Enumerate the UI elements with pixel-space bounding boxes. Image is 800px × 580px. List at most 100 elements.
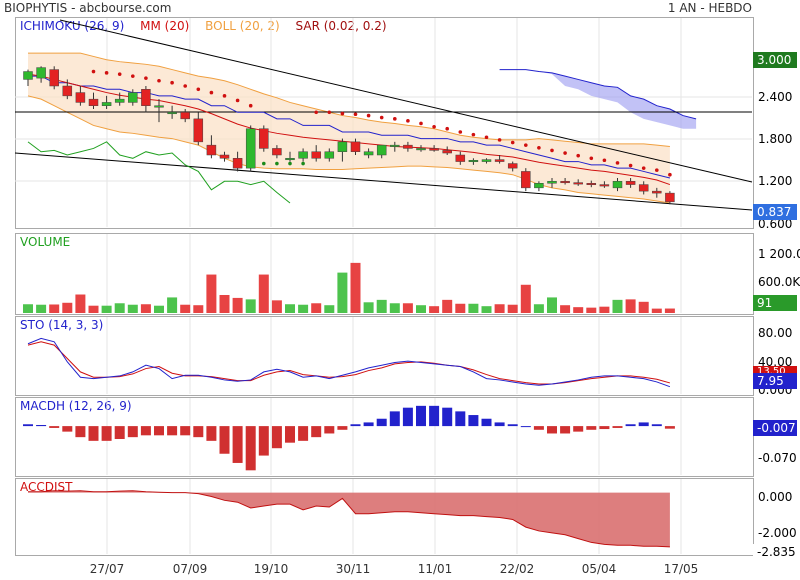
macd-bar — [127, 426, 138, 438]
sar-dot — [353, 112, 358, 117]
candle-body — [481, 159, 492, 162]
volume-bar — [154, 305, 164, 313]
sto-tick: 80.00 — [758, 326, 793, 340]
x-tick: 11/01 — [417, 562, 453, 576]
sar-dot — [275, 161, 279, 166]
chart-header: BIOPHYTIS - abcbourse.com 1 AN - HEBDO — [0, 0, 800, 18]
price-tick: 2.400 — [758, 90, 793, 104]
volume-bar — [114, 303, 125, 313]
candle-body — [88, 98, 99, 106]
candle-body — [390, 144, 400, 147]
sar-dot — [615, 161, 620, 165]
candle-body — [638, 184, 649, 192]
volume-bar — [311, 303, 322, 313]
support-trendline — [14, 152, 753, 211]
candle-body — [573, 182, 583, 185]
sar-dot — [668, 172, 672, 177]
sar-dot — [340, 111, 345, 116]
sar-dot — [589, 156, 594, 161]
sto-title: STO (14, 3, 3) — [20, 318, 104, 332]
sar-dot — [563, 151, 567, 155]
macd-bar — [114, 426, 125, 439]
sar-dot — [366, 113, 371, 118]
sto-k-badge: 7.95 — [753, 373, 797, 389]
volume-bar — [573, 307, 584, 313]
macd-bar — [167, 426, 178, 436]
macd-bar — [664, 426, 675, 429]
macd-bar — [429, 405, 440, 427]
volume-bar — [219, 294, 230, 313]
sar-dot — [458, 130, 463, 134]
macd-bar — [350, 424, 361, 427]
volume-bar — [285, 304, 295, 313]
candle-body — [442, 150, 452, 154]
candle-body — [586, 183, 597, 186]
sar-dot — [576, 153, 580, 158]
macd-bar — [324, 426, 335, 434]
sar-dot — [445, 126, 450, 131]
volume-bar — [298, 304, 309, 313]
macd-tick: -0.070 — [758, 451, 797, 465]
sar-dot — [379, 115, 384, 120]
volume-bar — [337, 272, 348, 313]
macd-bar — [533, 426, 544, 430]
sar-dot — [484, 135, 489, 140]
candle-body — [455, 154, 466, 162]
candle-body — [350, 141, 361, 152]
candle-body — [403, 144, 413, 149]
macd-bar — [468, 415, 479, 427]
sar-dot — [301, 161, 305, 166]
candle-body — [23, 71, 33, 80]
candle-body — [376, 144, 387, 156]
candle-body — [206, 144, 217, 156]
macd-bar — [520, 426, 531, 428]
candle-body — [468, 160, 479, 163]
bollinger-lower — [27, 95, 670, 204]
macd-bar — [101, 426, 112, 441]
macd-bar — [180, 426, 191, 436]
candle-body — [416, 148, 426, 151]
candle-body — [652, 190, 662, 194]
macd-bar — [376, 418, 387, 427]
volume-bar — [533, 304, 544, 313]
macd-bar — [219, 426, 230, 454]
price-indicators: ICHIMOKU (26, 9) MM (20) BOLL (20, 2) SA… — [20, 19, 399, 33]
sar-dot — [655, 168, 659, 172]
macd-panel: MACDH (12, 26, 9) — [15, 397, 754, 477]
price-tick: 1.200 — [758, 174, 793, 188]
sar-dot — [419, 121, 423, 126]
sar-dot — [471, 132, 476, 137]
macd-bar — [455, 411, 466, 427]
sar-dot — [157, 78, 161, 83]
candle-body — [62, 85, 73, 97]
volume-bar — [429, 306, 440, 313]
volume-bar — [167, 297, 178, 313]
macd-bar — [49, 426, 60, 428]
volume-bar — [36, 304, 47, 313]
accdist-badge: -2.835 — [753, 544, 797, 560]
volume-bar — [62, 302, 73, 313]
sar-dot — [209, 90, 214, 95]
candle-body — [612, 181, 623, 189]
volume-bar — [389, 303, 400, 313]
volume-bar — [88, 305, 99, 313]
volume-bar — [612, 299, 623, 313]
macd-badge: -0.007 — [753, 420, 797, 436]
sar-dot — [510, 140, 515, 145]
sar-dot — [537, 145, 541, 150]
volume-tick: 1 200.0K — [758, 247, 800, 261]
macd-bar — [258, 426, 269, 456]
macd-title: MACDH (12, 26, 9) — [20, 399, 132, 413]
volume-bar — [494, 304, 505, 313]
macd-bar — [638, 422, 649, 427]
sar-dot — [170, 80, 174, 85]
macd-bar — [481, 418, 492, 427]
volume-bar — [232, 297, 243, 313]
volume-bar — [468, 303, 479, 313]
candle-body — [494, 159, 505, 162]
sar-dot — [144, 76, 148, 80]
volume-bar — [75, 294, 86, 313]
macd-bar — [23, 424, 33, 427]
bollinger-upper — [28, 52, 670, 147]
